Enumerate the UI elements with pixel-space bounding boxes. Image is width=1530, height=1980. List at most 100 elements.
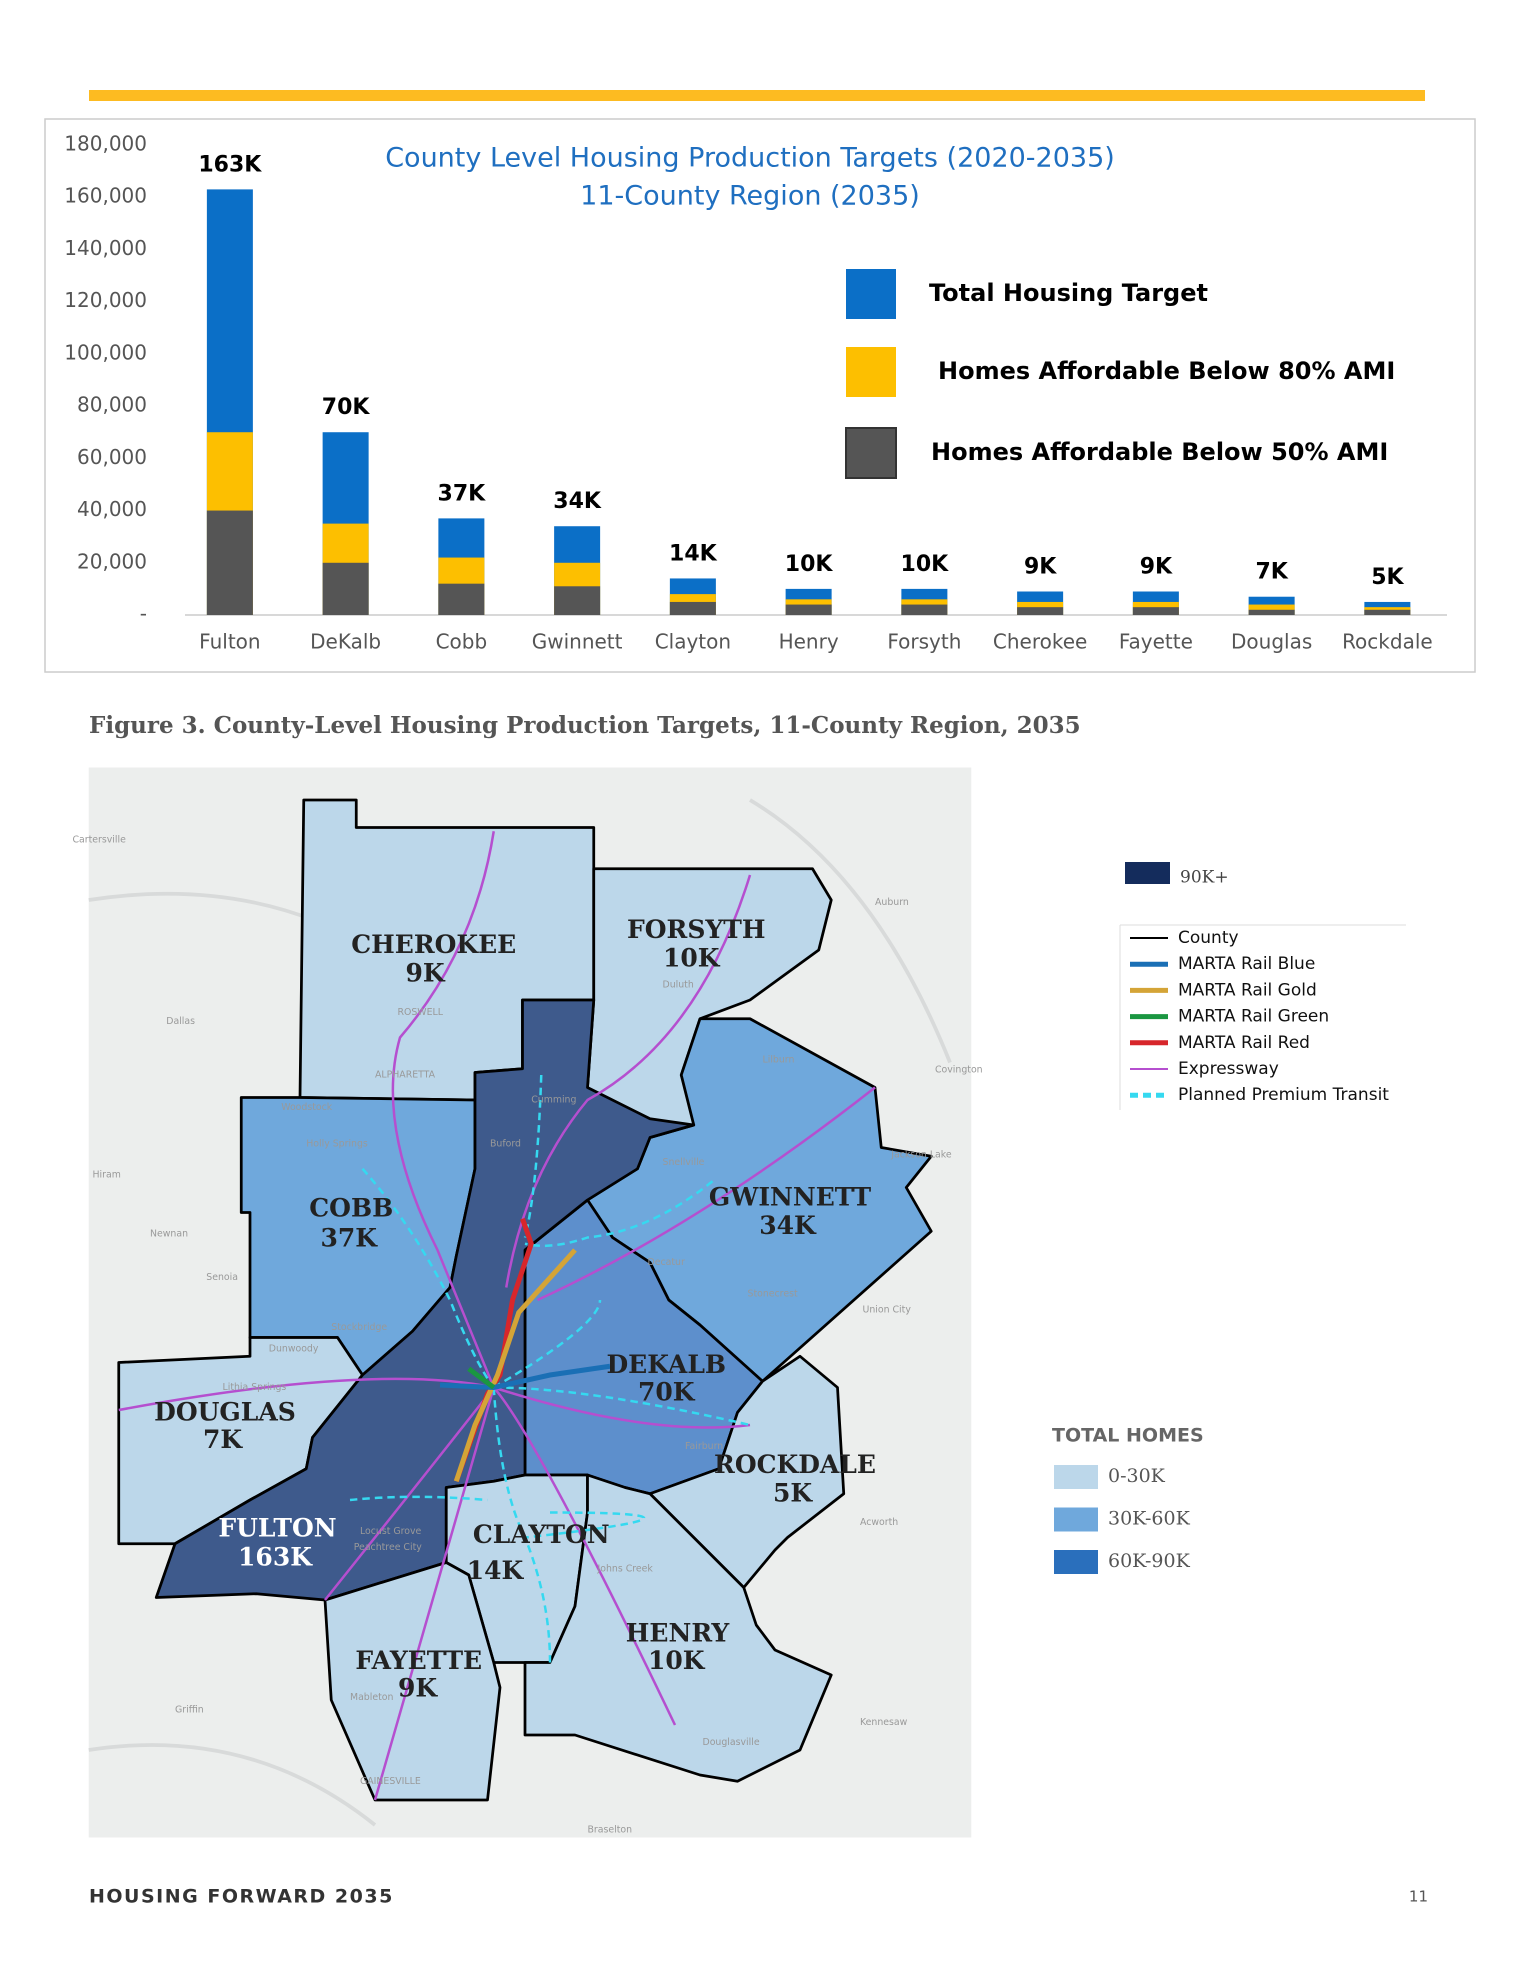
- x-tick-label: Forsyth: [887, 630, 961, 654]
- data-label: 10K: [901, 552, 950, 577]
- legend-label: MARTA Rail Red: [1178, 1033, 1310, 1053]
- place-name: Lithia Springs: [223, 1382, 287, 1393]
- bar: [785, 604, 832, 615]
- place-name: Auburn: [875, 897, 909, 908]
- place-name: Woodstock: [281, 1102, 333, 1113]
- place-name: ALPHARETTA: [375, 1070, 436, 1081]
- place-name: Snellville: [663, 1157, 705, 1168]
- legend-label: Homes Affordable Below 50% AMI: [931, 438, 1388, 466]
- legend-swatch: [1125, 862, 1170, 884]
- county-value: 5K: [773, 1479, 813, 1508]
- county-value: 70K: [638, 1377, 696, 1406]
- y-tick-label: 60,000: [77, 445, 147, 469]
- data-label: 34K: [553, 489, 602, 514]
- legend-title: TOTAL HOMES: [1052, 1425, 1204, 1447]
- county-shape: [523, 1473, 833, 1783]
- legend-label: 30K-60K: [1108, 1508, 1191, 1530]
- legend-swatch: [1054, 1507, 1098, 1532]
- legend-swatch: [846, 269, 896, 319]
- county-name: CHEROKEE: [351, 930, 516, 959]
- bar: [1248, 609, 1295, 615]
- place-name: Johns Creek: [597, 1563, 654, 1574]
- bar: [901, 604, 948, 615]
- place-name: Jackson Lake: [890, 1150, 952, 1161]
- bar: [554, 586, 601, 615]
- place-name: Cumming: [531, 1095, 576, 1106]
- place-name: Stonecrest: [748, 1288, 798, 1299]
- place-name: ROSWELL: [398, 1007, 444, 1018]
- data-label: 9K: [1140, 555, 1173, 580]
- map: Cartersville Dallas Hiram Newnan Senoia Griff…: [73, 767, 983, 1838]
- x-tick-label: Fayette: [1119, 630, 1193, 654]
- y-tick-label: 180,000: [64, 132, 147, 156]
- bar: [669, 601, 716, 615]
- bar: [322, 562, 369, 615]
- legend-swatch: [845, 427, 897, 479]
- place-name: Covington: [935, 1065, 983, 1076]
- legend-label: Homes Affordable Below 80% AMI: [938, 357, 1395, 385]
- bar: [438, 583, 485, 615]
- legend-swatch: [846, 347, 896, 397]
- county-name: FULTON: [218, 1514, 336, 1543]
- county-name: FAYETTE: [355, 1646, 482, 1675]
- county-value: 7K: [203, 1425, 243, 1454]
- data-label: 70K: [322, 395, 371, 420]
- marta-blue: [439, 1363, 611, 1391]
- county-value: 9K: [405, 959, 445, 988]
- county-shape: [648, 1354, 846, 1589]
- county-name: HENRY: [626, 1619, 731, 1648]
- county-name: CLAYTON: [473, 1520, 610, 1549]
- county-shape: [323, 1561, 502, 1802]
- legend-label: Total Housing Target: [929, 279, 1208, 307]
- y-tick-label: -: [140, 602, 147, 626]
- place-name: Buford: [490, 1138, 521, 1149]
- data-label: 37K: [438, 481, 487, 506]
- x-tick-label: Henry: [779, 630, 839, 654]
- place-name: Douglasville: [703, 1737, 760, 1748]
- county-value: 10K: [663, 944, 721, 973]
- place-name: Peachtree City: [354, 1542, 422, 1553]
- header-rule: [89, 90, 1425, 101]
- place-name: Lilburn: [763, 1055, 795, 1066]
- bar: [1017, 607, 1064, 615]
- x-tick-label: Douglas: [1231, 630, 1312, 654]
- county-name: GWINNETT: [709, 1182, 872, 1211]
- county-value: 14K: [467, 1556, 525, 1585]
- legend-label: MARTA Rail Gold: [1178, 980, 1317, 1000]
- county-name: COBB: [309, 1194, 393, 1223]
- x-tick-label: Gwinnett: [532, 630, 623, 654]
- y-tick-label: 40,000: [77, 497, 147, 521]
- bar: [1132, 607, 1179, 615]
- place-name: Decatur: [648, 1257, 685, 1268]
- legend-label: 0-30K: [1108, 1465, 1166, 1487]
- place-name: Cartersville: [73, 835, 127, 846]
- page-number: 11: [1409, 1888, 1428, 1906]
- place-name: Hiram: [93, 1170, 121, 1181]
- figure-caption: Figure 3. County-Level Housing Productio…: [89, 712, 1081, 739]
- place-name: Duluth: [663, 980, 694, 991]
- legend-label: 60K-90K: [1108, 1550, 1191, 1572]
- place-name: Fairburn: [685, 1441, 723, 1452]
- legend-swatch: [1054, 1465, 1098, 1489]
- county-name: DEKALB: [606, 1350, 726, 1379]
- y-tick-label: 140,000: [64, 236, 147, 260]
- place-name: Senoia: [206, 1272, 238, 1283]
- x-tick-label: Rockdale: [1342, 630, 1433, 654]
- county-name: FORSYTH: [627, 915, 765, 944]
- county-value: 163K: [238, 1542, 313, 1571]
- data-label: 9K: [1024, 555, 1057, 580]
- chart-title: County Level Housing Production Targets …: [385, 143, 1115, 174]
- place-name: Kennesaw: [860, 1717, 908, 1728]
- data-label: 7K: [1255, 560, 1288, 585]
- footer-title: HOUSING FORWARD 2035: [89, 1886, 394, 1908]
- place-name: Locust Grove: [360, 1526, 422, 1537]
- bar: [206, 510, 253, 615]
- county-value: 10K: [648, 1646, 706, 1675]
- place-name: Mableton: [350, 1692, 394, 1703]
- place-name: Dunwoody: [269, 1343, 319, 1354]
- chart-subtitle: 11-County Region (2035): [580, 181, 920, 212]
- data-label: 14K: [669, 541, 718, 566]
- place-name: Stockbridge: [331, 1322, 387, 1333]
- county-value: 37K: [320, 1224, 378, 1253]
